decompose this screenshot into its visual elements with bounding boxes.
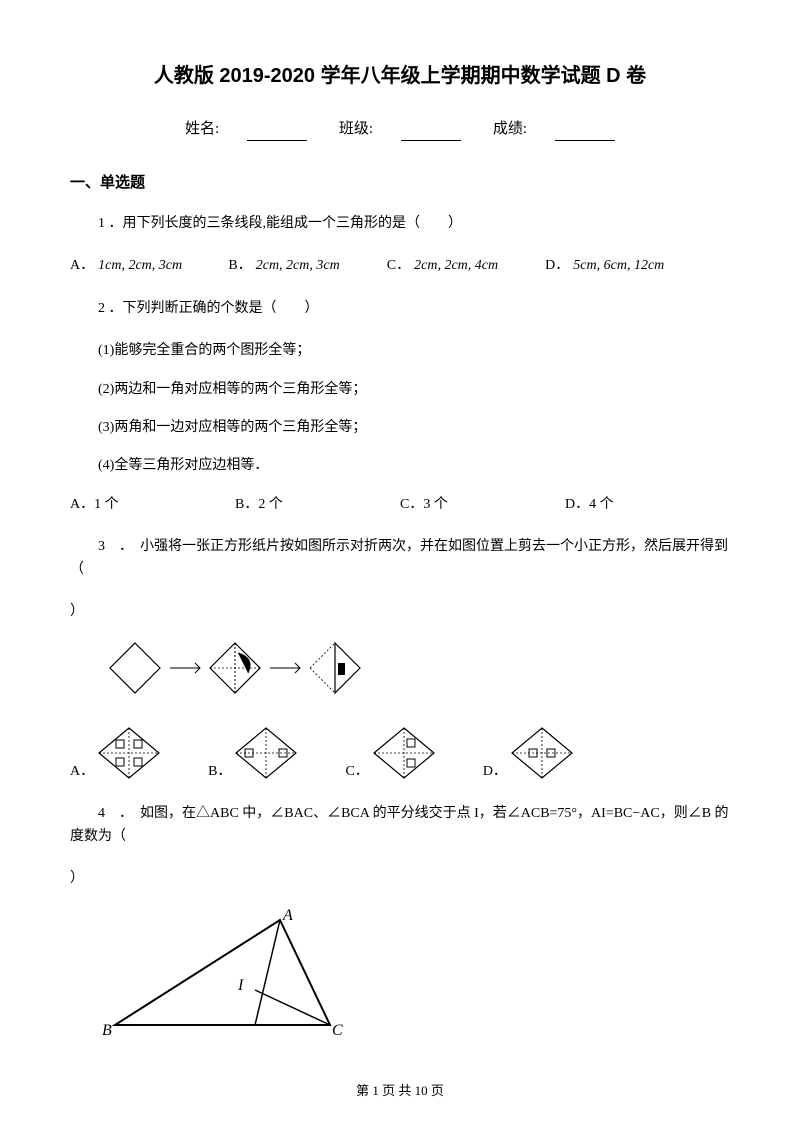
info-row: 姓名: 班级: 成绩: — [70, 117, 730, 141]
page-title: 人教版 2019-2020 学年八年级上学期期中数学试题 D 卷 — [70, 60, 730, 92]
q3-opt-c-icon — [369, 723, 439, 783]
q1-options: A．1cm, 2cm, 3cm B．2cm, 2cm, 3cm C．2cm, 2… — [70, 255, 730, 277]
q4-figure: A B C I — [100, 905, 730, 1053]
q2-s1: (1)能够完全重合的两个图形全等； — [70, 340, 730, 362]
q2-opt-d: D．4 个 — [565, 494, 730, 516]
q1-opt-d: 5cm, 6cm, 12cm — [573, 255, 664, 277]
q3-opt-a-icon — [94, 723, 164, 783]
q1-opt-b-label: B． — [228, 255, 251, 277]
q3-fold-diagram — [100, 633, 730, 703]
q3-opt-d-icon — [507, 723, 577, 783]
q2-opt-b: B．2 个 — [235, 494, 400, 516]
q3-opt-b-icon — [231, 723, 301, 783]
q3-text-b: ） — [70, 601, 730, 623]
q4-label-a: A — [282, 907, 293, 924]
q3-opt-d-label: D． — [483, 761, 507, 783]
q2-s2: (2)两边和一角对应相等的两个三角形全等； — [70, 379, 730, 401]
class-blank — [401, 125, 461, 141]
q1-opt-a: 1cm, 2cm, 3cm — [98, 255, 182, 277]
q2-s4: (4)全等三角形对应边相等． — [70, 455, 730, 477]
page-footer: 第 1 页 共 10 页 — [0, 1081, 800, 1102]
q3-opt-b-label: B． — [208, 761, 231, 783]
name-label: 姓名: — [185, 121, 219, 137]
q4-text-a: 4 ． 如图，在△ABC 中，∠BAC、∠BCA 的平分线交于点 I，若∠ACB… — [70, 806, 729, 843]
q4-text: 4 ． 如图，在△ABC 中，∠BAC、∠BCA 的平分线交于点 I，若∠ACB… — [70, 803, 730, 848]
q3-opt-a-label: A． — [70, 761, 94, 783]
q3-text: 3 ． 小强将一张正方形纸片按如图所示对折两次，并在如图位置上剪去一个小正方形，… — [70, 536, 730, 581]
q1-text: 1 ．用下列长度的三条线段,能组成一个三角形的是（ ） — [70, 213, 730, 235]
q2-opt-c: C．3 个 — [400, 494, 565, 516]
q2-text: 2 ．下列判断正确的个数是（ ） — [70, 298, 730, 320]
q3-options: A． B． C． D． — [70, 723, 730, 783]
q1-opt-d-label: D． — [545, 255, 569, 277]
q4-label-i: I — [237, 977, 244, 994]
q1-opt-c: 2cm, 2cm, 4cm — [414, 255, 498, 277]
class-label: 班级: — [339, 121, 373, 137]
q4-label-c: C — [332, 1022, 343, 1039]
q4-text-b: ） — [70, 868, 730, 890]
score-label: 成绩: — [493, 121, 527, 137]
name-blank — [247, 125, 307, 141]
q2-opt-a: A．1 个 — [70, 494, 235, 516]
q3-text-a: 3 ． 小强将一张正方形纸片按如图所示对折两次，并在如图位置上剪去一个小正方形，… — [70, 539, 728, 576]
q2-s3: (3)两角和一边对应相等的两个三角形全等； — [70, 417, 730, 439]
score-blank — [555, 125, 615, 141]
q2-options: A．1 个 B．2 个 C．3 个 D．4 个 — [70, 494, 730, 516]
q1-opt-c-label: C． — [387, 255, 410, 277]
q1-opt-b: 2cm, 2cm, 3cm — [256, 255, 340, 277]
section-heading: 一、单选题 — [70, 171, 730, 195]
q4-label-b: B — [102, 1022, 112, 1039]
q1-opt-a-label: A． — [70, 255, 94, 277]
q3-opt-c-label: C． — [345, 761, 368, 783]
